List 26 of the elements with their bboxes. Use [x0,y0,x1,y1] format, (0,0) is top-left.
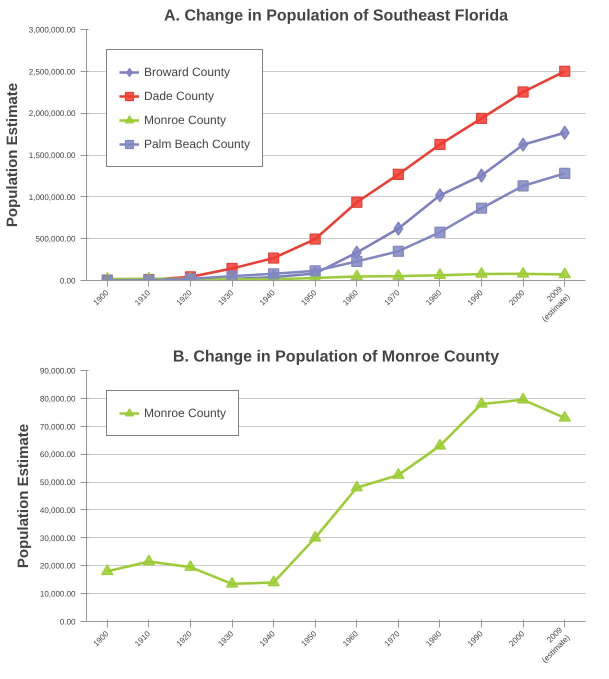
legend-label: Monroe County [144,406,226,420]
y-tick-label: 1,000,000.00 [28,192,76,202]
y-tick-label: 90,000.00 [40,366,76,376]
legend-label: Palm Beach County [144,137,250,151]
y-tick-label: 20,000.00 [40,562,76,571]
legend-label: Monroe County [144,113,226,127]
y-axis-title: Population Estimate [4,82,21,228]
chart-title: B. Change in Population of Monroe County [172,348,500,366]
y-tick-label: 70,000.00 [40,422,76,432]
y-tick-label: 30,000.00 [40,534,76,543]
y-tick-label: 50,000.00 [40,478,76,488]
y-tick-label: 0.00 [60,618,76,626]
legend-label: Dade County [144,89,214,103]
y-tick-label: 500,000.00 [35,234,76,244]
y-axis-title: Population Estimate [14,424,32,568]
chart-title: A. Change in Population of Southeast Florida [164,8,508,24]
y-tick-label: 40,000.00 [40,506,76,515]
y-tick-label: 0.00 [60,276,76,286]
y-tick-label: 10,000.00 [40,590,76,599]
y-tick-label: 1,500,000.00 [28,151,76,160]
y-tick-label: 3,000,000.00 [28,26,76,34]
y-tick-label: 2,000,000.00 [28,109,76,118]
y-tick-label: 60,000.00 [40,450,76,460]
y-tick-label: 2,500,000.00 [28,67,76,76]
y-tick-label: 80,000.00 [40,394,76,404]
legend-label: Broward County [144,65,230,79]
